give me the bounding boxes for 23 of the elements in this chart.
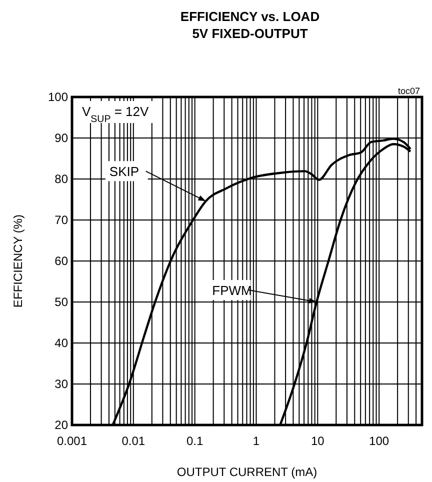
y-tick-label: 70 bbox=[54, 213, 68, 227]
x-tick-label: 10 bbox=[310, 434, 325, 448]
annotation: V$_{SUP}$ = 12V bbox=[82, 104, 150, 124]
y-tick-label: 90 bbox=[54, 131, 68, 145]
x-tick-label: 0.01 bbox=[122, 434, 146, 448]
y-tick-label: 20 bbox=[54, 418, 68, 432]
annotation: SKIP bbox=[109, 164, 140, 180]
y-tick-label: 40 bbox=[54, 336, 68, 350]
y-tick-label: 30 bbox=[54, 377, 68, 391]
annotation: FPWM bbox=[212, 283, 252, 298]
x-axis-title: OUTPUT CURRENT (mA) bbox=[176, 465, 318, 479]
x-tick-label: 0.1 bbox=[186, 434, 204, 448]
y-tick-label: 50 bbox=[54, 295, 68, 309]
y-tick-label: 60 bbox=[54, 254, 68, 268]
y-axis-title: EFFICIENCY (%) bbox=[11, 214, 25, 308]
y-tick-label: 100 bbox=[48, 90, 68, 104]
x-tick-label: 100 bbox=[369, 434, 390, 448]
text: toc07 bbox=[398, 86, 420, 96]
chart-subtitle: 5V FIXED-OUTPUT bbox=[192, 26, 308, 41]
x-tick-label: 1 bbox=[252, 434, 260, 448]
y-tick-label: 80 bbox=[54, 172, 68, 186]
x-tick-label: 0.001 bbox=[56, 434, 88, 448]
chart-title: EFFICIENCY vs. LOAD bbox=[180, 9, 320, 24]
